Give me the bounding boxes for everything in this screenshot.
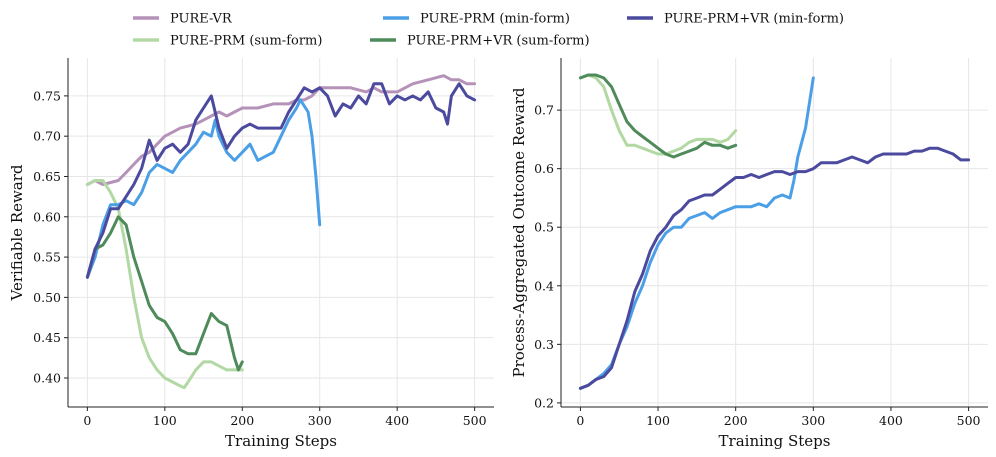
x-tick-label: 200 [724, 413, 748, 428]
series-line-pure-prm-sum-form [85, 179, 244, 390]
legend-label-pure-prm-vr-min-form: PURE-PRM+VR (min-form) [664, 12, 844, 27]
y-tick-label: 0.7 [534, 103, 554, 118]
y-tick-label: 0.65 [33, 169, 61, 184]
y-tick-label: 0.5 [534, 220, 554, 235]
y-tick-label: 0.75 [33, 88, 61, 103]
x-tick-label: 100 [646, 413, 670, 428]
x-tick-label: 300 [308, 413, 332, 428]
y-tick-label: 0.6 [534, 161, 554, 176]
x-tick-label: 100 [153, 413, 177, 428]
y-tick-label: 0.60 [33, 209, 61, 224]
legend-label-pure-vr: PURE-VR [170, 12, 233, 27]
series-line-pure-vr [85, 74, 477, 186]
series-line-pure-prm-vr-min-form [578, 146, 971, 390]
legend-label-pure-prm-sum-form: PURE-PRM (sum-form) [170, 34, 322, 49]
series-line-pure-prm-vr-min-form [85, 82, 477, 279]
x-tick-label: 500 [957, 413, 981, 428]
y-tick-label: 0.2 [534, 395, 554, 410]
legend-label-pure-prm-vr-sum-form: PURE-PRM+VR (sum-form) [407, 34, 590, 49]
y-tick-label: 0.4 [534, 278, 554, 293]
x-axis-label: Training Steps [225, 432, 337, 450]
legend-label-pure-prm-min-form: PURE-PRM (min-form) [420, 12, 570, 27]
x-tick-label: 400 [879, 413, 903, 428]
y-tick-label: 0.45 [33, 330, 61, 345]
y-tick-label: 0.40 [33, 370, 61, 385]
y-tick-label: 0.55 [33, 250, 61, 265]
x-axis-label: Training Steps [719, 432, 831, 450]
x-tick-label: 0 [83, 413, 91, 428]
legend: PURE-VR PURE-PRM (sum-form) PURE-PRM (min-… [133, 12, 844, 49]
series-line-pure-prm-min-form [85, 98, 322, 279]
y-axis-label: Verifiable Reward [8, 164, 26, 301]
y-axis-label: Process-Aggregated Outcome Reward [510, 87, 528, 377]
y-tick-label: 0.70 [33, 129, 61, 144]
x-tick-label: 300 [801, 413, 825, 428]
y-tick-label: 0.50 [33, 290, 61, 305]
series-line-pure-prm-vr-sum-form [578, 73, 738, 159]
y-tick-label: 0.3 [534, 337, 554, 352]
left-chart-verifiable-reward: 0 100 200 300 400 500 0.40 0.45 0.50 0.55 0.60 0.65… [8, 58, 494, 450]
x-tick-label: 400 [385, 413, 409, 428]
x-tick-label: 0 [576, 413, 584, 428]
series-line-pure-prm-vr-sum-form [85, 215, 244, 372]
right-chart-process-aggregated-outcome-reward: 0 100 200 300 400 500 0.2 0.3 0.4 0.5 0.6 0.7 Traini… [510, 58, 988, 450]
x-tick-label: 500 [463, 413, 487, 428]
x-tick-label: 200 [230, 413, 254, 428]
series-line-pure-prm-sum-form [578, 73, 738, 156]
